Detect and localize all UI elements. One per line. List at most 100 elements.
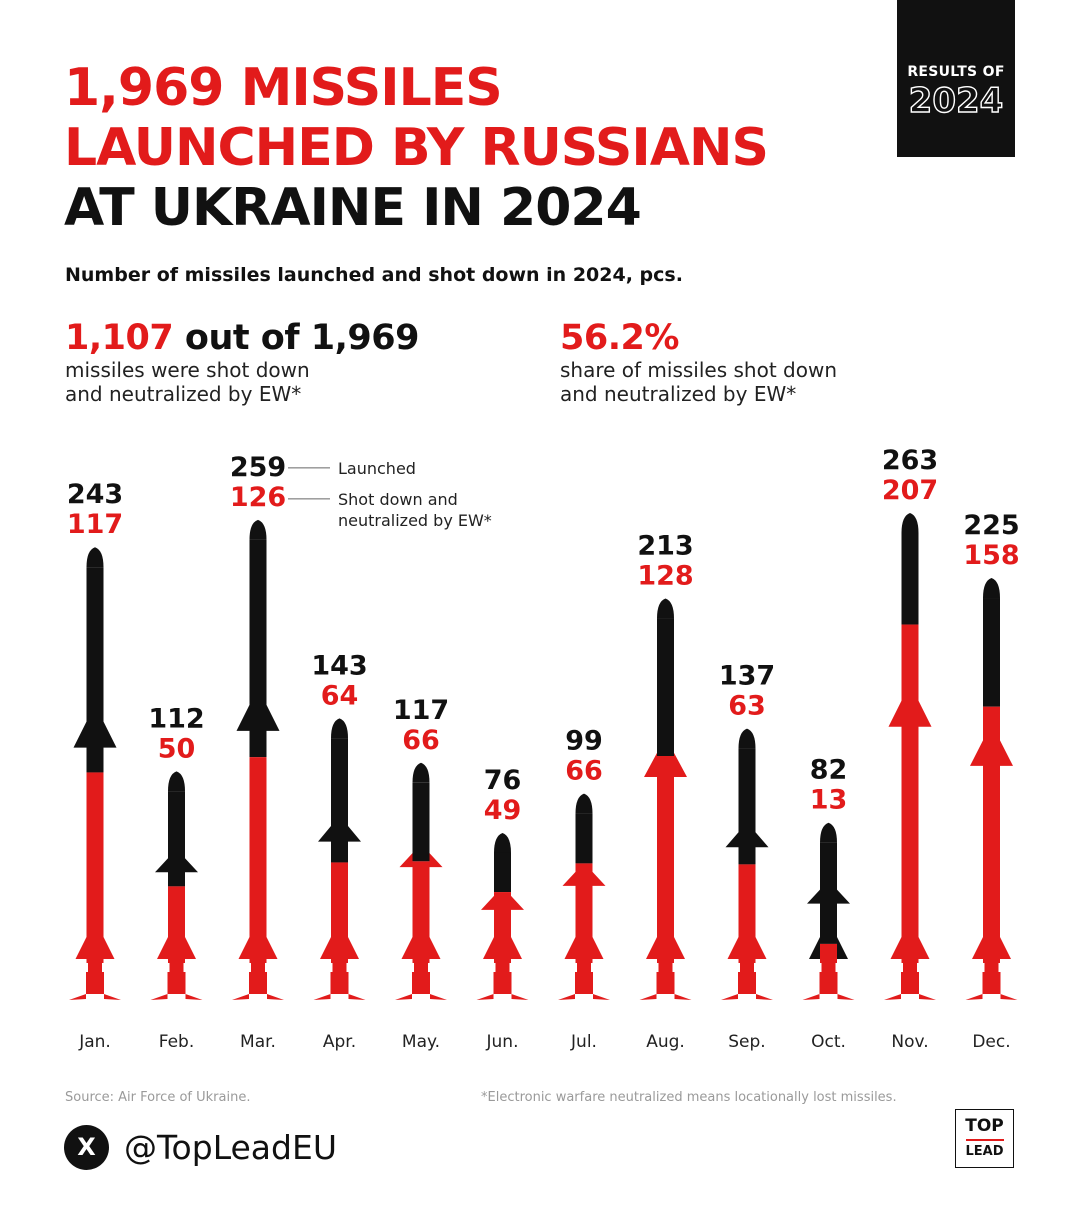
missile-bar-aug — [639, 598, 692, 1000]
page-title: 1,969 MISSILES LAUNCHED BY RUSSIANS AT U… — [64, 58, 769, 238]
launched-bar — [575, 813, 593, 864]
missile-nose — [901, 513, 919, 533]
social-handle[interactable]: @TopLeadEU — [124, 1128, 337, 1167]
missile-exhaust — [476, 994, 529, 1000]
label-shot-down-jan: 117 — [67, 509, 123, 540]
stat-count-rest: out of 1,969 — [173, 318, 420, 358]
label-shot-down-dec: 158 — [963, 540, 1019, 571]
logo-lead: LEAD — [965, 1144, 1004, 1159]
title-line-2: LAUNCHED BY RUSSIANS — [64, 118, 769, 178]
missile-nose — [494, 832, 511, 853]
tick-label-jul: Jul. — [570, 1032, 597, 1052]
tick-label-jun: Jun. — [486, 1032, 519, 1052]
missile-nose — [738, 728, 756, 749]
missile-nozzle-2 — [249, 972, 267, 994]
label-launched-dec: 225 — [963, 510, 1019, 541]
missile-exhaust — [965, 994, 1018, 1000]
legend-launched: Launched — [338, 459, 416, 478]
stat-shot-down-share: 56.2% share of missiles shot down and ne… — [560, 318, 837, 406]
missile-nozzle-1 — [251, 963, 265, 972]
missile-fins — [562, 871, 606, 886]
missile-tail-fins — [75, 937, 115, 959]
missile-nozzle-1 — [658, 963, 673, 972]
chart-subtitle: Number of missiles launched and shot dow… — [65, 264, 683, 286]
missile-nose — [168, 771, 185, 792]
missile-tail-fins — [727, 937, 767, 959]
missile-tail-fins — [809, 937, 848, 959]
launched-bar — [901, 533, 919, 625]
missile-nose — [575, 793, 593, 814]
ew-footnote: *Electronic warfare neutralized means lo… — [481, 1090, 897, 1105]
missile-bar-jun — [476, 832, 529, 1000]
tick-label-oct: Oct. — [811, 1032, 846, 1052]
missile-nozzle-2 — [86, 972, 104, 994]
missile-nozzle-1 — [332, 963, 347, 972]
missile-nozzle-2 — [982, 972, 1001, 994]
missile-nose — [86, 547, 104, 568]
title-line-1: 1,969 MISSILES — [64, 58, 503, 118]
launched-bar — [494, 852, 511, 893]
results-badge: RESULTS OF 2024 — [897, 0, 1015, 157]
stat-count-line: 1,107 out of 1,969 — [65, 318, 419, 358]
stat-shot-down-count: 1,107 out of 1,969 missiles were shot do… — [65, 318, 419, 406]
launched-bar — [331, 738, 348, 863]
label-shot-down-aug: 128 — [637, 561, 693, 592]
launched-bar — [983, 598, 1000, 707]
source-note: Source: Air Force of Ukraine. — [65, 1090, 251, 1105]
missile-fins — [970, 740, 1013, 766]
missile-exhaust — [558, 994, 610, 1000]
shot-down-bar — [168, 886, 185, 963]
missile-nozzle-1 — [577, 963, 591, 972]
label-launched-mar: 259 — [230, 452, 286, 483]
stat-count-highlight: 1,107 — [65, 318, 174, 358]
tick-label-nov: Nov. — [891, 1032, 928, 1052]
missile-bar-nov — [884, 513, 936, 1000]
tick-label-mar: Mar. — [240, 1032, 276, 1052]
shot-down-bar — [657, 756, 674, 963]
badge-label: RESULTS OF — [907, 64, 1005, 80]
label-shot-down-oct: 13 — [810, 785, 848, 816]
missile-nozzle-1 — [903, 963, 917, 972]
title-line-3: AT UKRAINE IN 2024 — [64, 178, 642, 238]
missile-tail-fins — [401, 937, 441, 959]
label-shot-down-mar: 126 — [230, 482, 286, 513]
shot-down-bar — [86, 772, 104, 963]
shot-down-bar — [249, 757, 267, 963]
shot-down-bar — [494, 892, 511, 963]
stat-share-description: share of missiles shot down and neutrali… — [560, 358, 838, 406]
launched-bar — [738, 748, 756, 865]
missile-tail-fins — [320, 937, 359, 959]
tick-label-apr: Apr. — [323, 1032, 356, 1052]
missile-nose — [820, 822, 837, 843]
missile-nozzle-2 — [738, 972, 756, 994]
missile-bar-oct — [802, 822, 855, 1000]
label-shot-down-nov: 207 — [882, 475, 938, 506]
missile-bar-mar — [232, 519, 284, 1000]
launched-bar — [168, 791, 185, 887]
badge-year: 2024 — [908, 81, 1004, 121]
launched-bar — [657, 618, 674, 757]
missile-nozzle-2 — [575, 972, 593, 994]
launched-bar — [249, 539, 267, 758]
launched-bar — [86, 567, 104, 773]
stat-count-description: missiles were shot down and neutralized … — [65, 358, 310, 406]
legend-shot-down-line-1: Shot down and — [338, 490, 458, 509]
missile-nozzle-2 — [167, 972, 186, 994]
missile-bar-dec — [965, 578, 1018, 1000]
missile-exhaust — [395, 994, 447, 1000]
missile-fins — [725, 832, 769, 848]
label-launched-sep: 137 — [719, 661, 775, 692]
stat-share-highlight: 56.2% — [560, 318, 679, 358]
missile-nozzle-1 — [169, 963, 184, 972]
x-logo-icon[interactable]: X — [64, 1125, 109, 1170]
toplead-logo: TOP LEAD — [955, 1109, 1014, 1168]
missile-exhaust — [884, 994, 936, 1000]
missile-fins — [807, 889, 850, 904]
label-shot-down-sep: 63 — [728, 691, 766, 722]
missile-nozzle-1 — [984, 963, 999, 972]
missile-exhaust — [639, 994, 692, 1000]
logo-divider — [965, 1139, 1004, 1141]
shot-down-bar — [983, 706, 1000, 963]
missile-exhaust — [69, 994, 121, 1000]
missile-exhaust — [150, 994, 203, 1000]
